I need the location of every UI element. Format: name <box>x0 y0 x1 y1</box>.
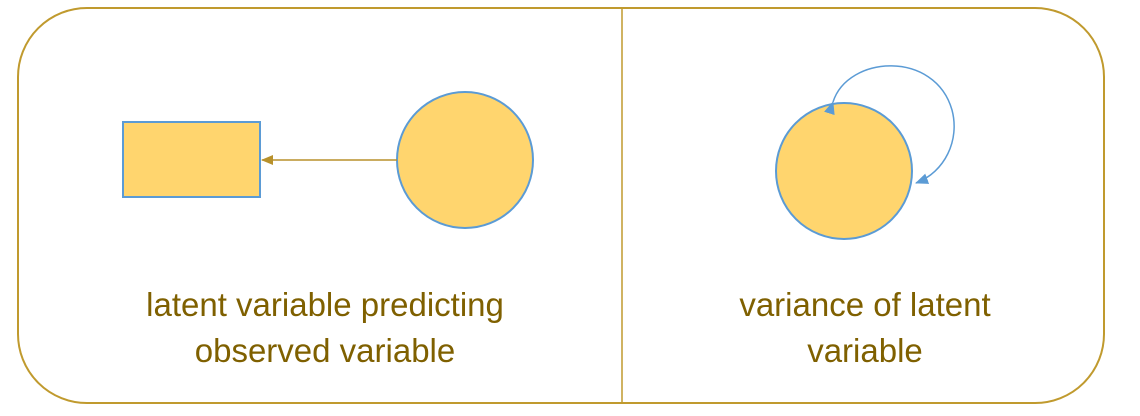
variance-loop-arrow <box>824 65 955 184</box>
caption-left-line1: latent variable predicting <box>146 286 504 323</box>
caption-variance-of-latent: variance of latent variable <box>630 282 1100 374</box>
caption-latent-predicting-observed: latent variable predicting observed vari… <box>40 282 610 374</box>
latent-variable-circle <box>396 91 534 229</box>
latent-variable-circle-right <box>775 102 913 240</box>
caption-right-line2: variable <box>807 332 923 369</box>
caption-left-line2: observed variable <box>194 332 456 369</box>
caption-right-line1: variance of latent <box>739 286 991 323</box>
diagram-frame <box>17 7 1105 404</box>
observed-variable-box <box>122 121 261 198</box>
